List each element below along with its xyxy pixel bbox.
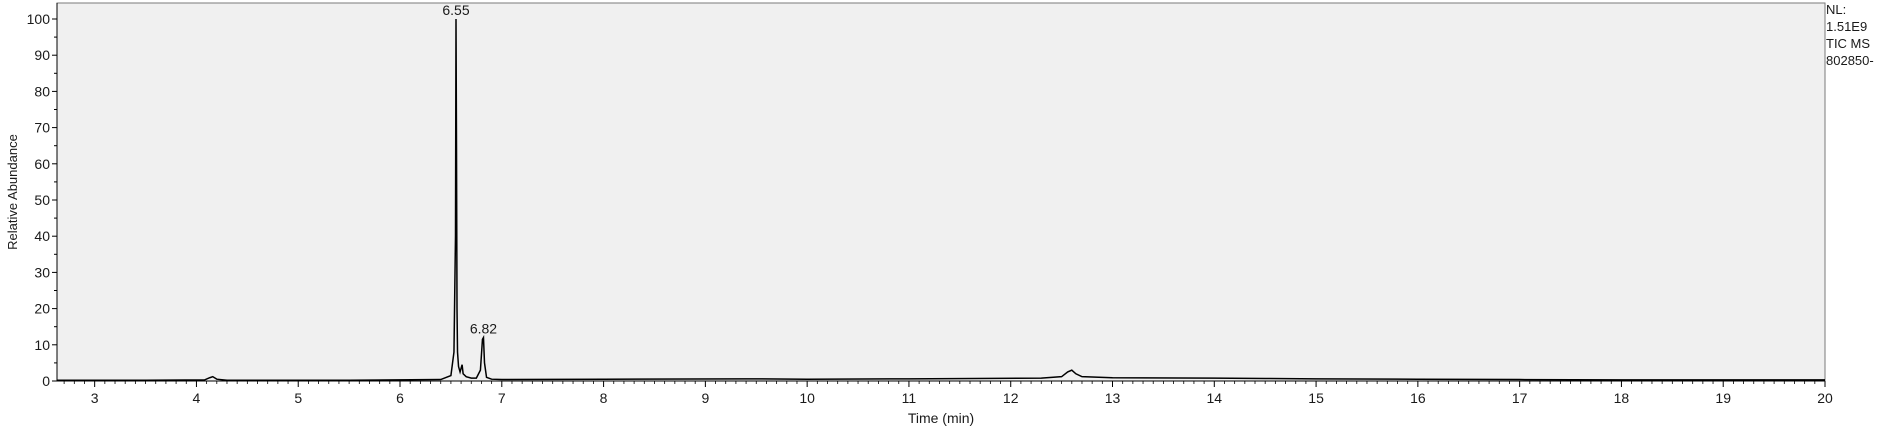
- x-tick-label: 10: [799, 390, 815, 406]
- y-tick-label: 40: [34, 228, 50, 244]
- x-tick-label: 11: [902, 390, 917, 406]
- scan-type-label: TIC MS: [1826, 36, 1871, 51]
- x-axis-ticks: 3 4 5 6 7 8 9 10 11 12 13 14 15 16 17 18 19 20: [57, 380, 1833, 406]
- y-tick-label: 10: [34, 337, 50, 353]
- x-tick-label: 8: [600, 390, 608, 406]
- plot-background: [56, 2, 1826, 382]
- y-tick-label: 80: [34, 83, 50, 99]
- y-axis-title: Relative Abundance: [5, 134, 20, 250]
- y-tick-label: 60: [34, 156, 50, 172]
- peak-labels: 6.55 6.82: [442, 2, 497, 337]
- x-tick-label: 4: [193, 390, 201, 406]
- x-tick-label: 13: [1105, 390, 1121, 406]
- x-tick-label: 15: [1308, 390, 1324, 406]
- x-tick-label: 17: [1512, 390, 1528, 406]
- y-tick-label: 20: [34, 301, 50, 317]
- normalization-label: NL:: [1826, 2, 1847, 17]
- peak-label: 6.55: [442, 2, 469, 18]
- y-tick-label: 30: [34, 264, 50, 280]
- y-tick-label: 50: [34, 192, 50, 208]
- y-tick-label: 70: [34, 120, 50, 136]
- peak-label: 6.82: [470, 321, 497, 337]
- x-axis-title: Time (min): [908, 410, 974, 426]
- x-tick-label: 16: [1410, 390, 1426, 406]
- tic-trace-line: [57, 18, 1825, 382]
- x-tick-label: 14: [1207, 390, 1223, 406]
- y-tick-label: 90: [34, 47, 50, 63]
- x-tick-label: 19: [1715, 390, 1731, 406]
- y-tick-label: 0: [42, 373, 50, 389]
- x-tick-label: 5: [294, 390, 302, 406]
- y-tick-label: 100: [27, 11, 51, 27]
- y-axis-ticks: 0 10 20 30 40 50 60 70 80 90 100: [27, 3, 58, 389]
- x-tick-label: 3: [91, 390, 99, 406]
- x-tick-label: 20: [1817, 390, 1833, 406]
- x-tick-label: 12: [1003, 390, 1019, 406]
- normalization-value: 1.51E9: [1826, 19, 1868, 34]
- x-tick-label: 6: [396, 390, 404, 406]
- x-tick-label: 18: [1614, 390, 1630, 406]
- x-tick-label: 7: [498, 390, 506, 406]
- sample-file-label: 802850-: [1826, 53, 1874, 68]
- x-tick-label: 9: [701, 390, 709, 406]
